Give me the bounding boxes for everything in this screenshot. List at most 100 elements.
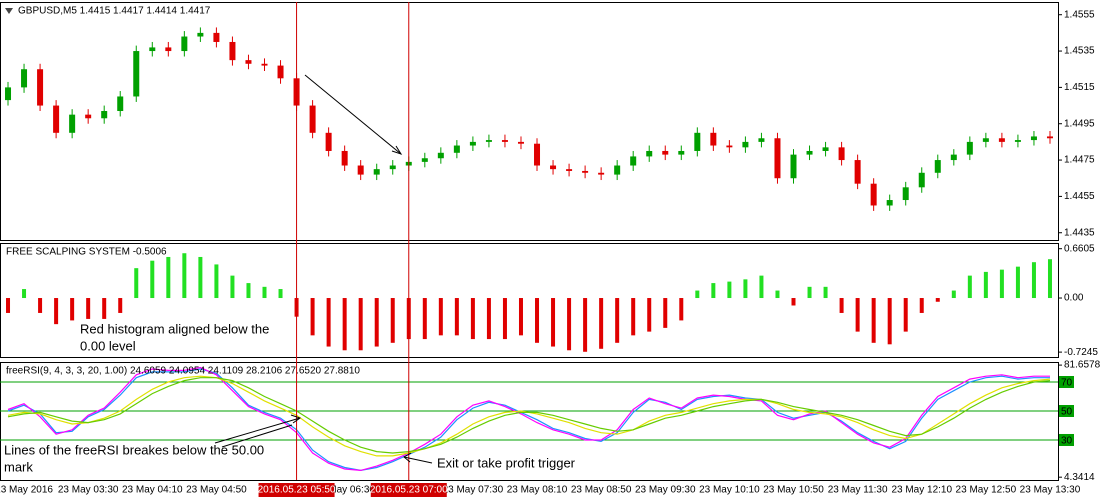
marker-label: 2016.05.23 07:00	[370, 485, 448, 496]
candle-body	[1046, 136, 1053, 139]
y-tick-label: 1.4515	[1064, 82, 1095, 93]
histogram-bar	[551, 298, 556, 347]
histogram-bar	[791, 298, 796, 306]
arrow	[403, 456, 433, 464]
x-tick-label: 23 May 09:30	[635, 485, 696, 496]
histogram-bar	[807, 286, 812, 299]
histogram-bar	[567, 298, 572, 351]
y-tick-label: 1.4455	[1064, 191, 1095, 202]
candle-body	[758, 138, 765, 142]
x-tick-label: 23 May 2016	[0, 485, 53, 496]
histogram-bar	[775, 290, 780, 299]
x-tick-label: 23 May 11:30	[828, 485, 888, 496]
level-label-box	[1059, 376, 1074, 389]
histogram-bar	[214, 264, 219, 299]
candle-body	[582, 170, 589, 173]
histogram-bar	[1031, 262, 1036, 299]
y-tick-label: 0.6605	[1064, 243, 1095, 254]
candle-body	[806, 150, 813, 155]
candle-body	[950, 154, 957, 161]
y-tick-label: 0.00	[1064, 293, 1084, 304]
candle-body	[886, 200, 893, 206]
histogram-bar	[999, 269, 1004, 299]
histogram-bar	[727, 281, 732, 299]
candle-body	[245, 60, 252, 64]
histogram-bar	[599, 298, 604, 349]
x-tick-label: 23 May 04:50	[186, 485, 247, 496]
histogram-bar	[6, 298, 11, 313]
panel-frame	[0, 362, 1059, 481]
level-label: 50	[1061, 407, 1073, 418]
candle-body	[213, 32, 220, 42]
candle-body	[85, 114, 92, 119]
histogram-bar	[583, 298, 588, 352]
histogram-bar	[711, 283, 716, 299]
candle-body	[694, 132, 701, 151]
candle-body	[726, 145, 733, 148]
panel-frame	[0, 2, 1059, 241]
candle-body	[742, 141, 749, 148]
candle-body	[790, 154, 797, 179]
annotation: 0.00 level	[80, 338, 136, 353]
y-tick-label: 4.3414	[1064, 472, 1095, 483]
histogram-bar	[230, 275, 235, 299]
annotation: Lines of the freeRSI breakes below the 5…	[4, 442, 264, 457]
y-tick-label: -0.7245	[1064, 347, 1098, 358]
histogram-bar	[871, 298, 876, 343]
candle-body	[598, 172, 605, 175]
histogram-bar	[983, 271, 988, 299]
histogram-bar	[695, 290, 700, 299]
candle-body	[998, 138, 1005, 142]
histogram-bar	[86, 298, 91, 319]
level-label: 70	[1061, 378, 1073, 389]
histogram-bar	[390, 298, 395, 343]
histogram-bar	[198, 256, 203, 299]
candle-body	[453, 145, 460, 153]
histogram-bar	[951, 290, 956, 299]
candle-body	[69, 114, 76, 133]
candle-body	[1014, 140, 1021, 142]
histogram-bar	[759, 275, 764, 299]
candle-body	[21, 69, 28, 88]
candle-body	[373, 169, 380, 175]
candle-body	[934, 160, 941, 173]
candle-body	[101, 111, 108, 119]
histogram-bar	[134, 268, 139, 299]
histogram-bar	[647, 298, 652, 332]
x-tick-label: 23 May 12:10	[891, 485, 952, 496]
histogram-bar	[743, 279, 748, 299]
candle-body	[5, 87, 12, 101]
candle-body	[389, 165, 396, 170]
candle-body	[133, 51, 140, 97]
x-tick-label: 23 May 13:30	[1020, 485, 1081, 496]
candle-body	[277, 65, 284, 79]
candle-body	[229, 41, 236, 61]
candle-body	[517, 141, 524, 144]
histogram-bar	[823, 286, 828, 299]
candle-body	[710, 132, 717, 146]
histogram-bar	[342, 298, 347, 351]
marker-label-box	[370, 483, 447, 497]
histogram-bar	[182, 253, 187, 299]
arrows	[214, 74, 433, 464]
histogram-bar	[967, 275, 972, 299]
histogram-bar	[454, 298, 459, 336]
annotation: mark	[4, 459, 33, 474]
histogram-bar	[903, 298, 908, 332]
candle-body	[165, 47, 172, 52]
histogram-bar	[278, 289, 283, 299]
arrow-head	[290, 414, 302, 424]
histogram-bar	[615, 298, 620, 343]
histogram-bar	[38, 298, 43, 313]
histogram-bar	[166, 256, 171, 299]
histogram-bar	[102, 298, 107, 319]
histogram-bar	[919, 298, 924, 313]
histogram-bar	[310, 298, 315, 336]
marker-label-box	[258, 483, 335, 497]
x-tick-label: 23 May 03:30	[58, 485, 119, 496]
candle-body	[614, 165, 621, 175]
arrow-head	[403, 452, 412, 463]
histogram-bar	[262, 286, 267, 299]
histogram-bar	[422, 298, 427, 340]
arrow	[214, 417, 301, 444]
